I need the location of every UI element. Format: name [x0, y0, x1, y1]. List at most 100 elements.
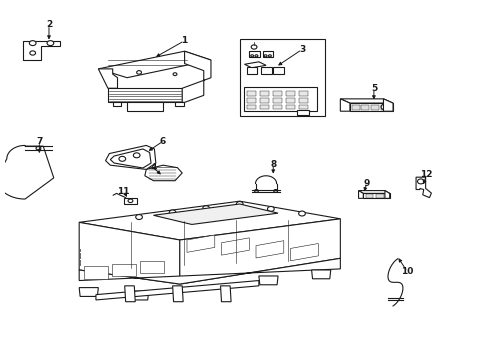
Text: 9: 9 [363, 179, 369, 188]
Polygon shape [186, 235, 214, 252]
Text: 1: 1 [181, 36, 187, 45]
Bar [262, 51, 273, 57]
Polygon shape [383, 99, 392, 111]
Bar [259, 98, 269, 103]
Bar [246, 91, 256, 96]
Polygon shape [220, 286, 231, 302]
Polygon shape [153, 204, 278, 224]
Polygon shape [23, 41, 60, 60]
Bar [285, 91, 295, 96]
Bar [175, 102, 183, 106]
Circle shape [47, 41, 54, 46]
Polygon shape [79, 258, 340, 284]
Text: 12: 12 [420, 170, 432, 179]
Text: 3: 3 [298, 45, 305, 54]
Polygon shape [110, 149, 151, 168]
Bar [298, 104, 307, 109]
Polygon shape [349, 103, 392, 111]
Polygon shape [79, 222, 180, 284]
Circle shape [264, 55, 266, 57]
Circle shape [254, 189, 258, 192]
Polygon shape [98, 51, 210, 78]
Circle shape [268, 55, 271, 57]
Polygon shape [105, 145, 156, 170]
Polygon shape [384, 190, 389, 198]
Circle shape [250, 55, 253, 57]
Bar [297, 111, 308, 116]
Circle shape [30, 51, 36, 55]
Circle shape [267, 207, 274, 211]
Text: 2: 2 [46, 20, 52, 29]
Bar [272, 104, 282, 109]
Polygon shape [243, 86, 317, 111]
Bar [259, 104, 269, 109]
Bar [272, 98, 282, 103]
Circle shape [173, 73, 177, 76]
Circle shape [169, 210, 176, 215]
Polygon shape [340, 99, 392, 103]
Polygon shape [358, 190, 389, 193]
Text: 7: 7 [36, 138, 42, 147]
Circle shape [29, 41, 36, 46]
Circle shape [251, 45, 256, 49]
Polygon shape [311, 270, 330, 279]
Polygon shape [98, 69, 117, 88]
Bar [246, 104, 256, 109]
Bar [249, 51, 259, 57]
Text: 11: 11 [117, 187, 130, 196]
Polygon shape [96, 280, 258, 300]
Polygon shape [172, 286, 183, 302]
Polygon shape [108, 88, 182, 102]
Text: 5: 5 [370, 84, 376, 93]
Polygon shape [79, 288, 98, 296]
Polygon shape [415, 177, 430, 198]
Bar [365, 194, 373, 198]
Circle shape [417, 179, 424, 184]
Bar [298, 98, 307, 103]
Bar [351, 105, 359, 110]
Polygon shape [358, 190, 363, 198]
Circle shape [236, 202, 243, 207]
Circle shape [137, 71, 141, 74]
Bar [239, 39, 325, 117]
Bar [123, 198, 137, 204]
Polygon shape [139, 261, 163, 273]
Polygon shape [244, 62, 265, 68]
Bar [376, 194, 383, 198]
Circle shape [273, 189, 277, 192]
Bar [285, 104, 295, 109]
Circle shape [380, 104, 388, 110]
Bar [272, 91, 282, 96]
Bar [246, 67, 257, 74]
Polygon shape [84, 266, 108, 279]
Circle shape [298, 211, 305, 216]
Bar [298, 91, 307, 96]
Circle shape [203, 206, 209, 211]
Bar [380, 105, 387, 110]
Polygon shape [129, 291, 148, 300]
Text: 10: 10 [401, 267, 413, 276]
Bar [246, 98, 256, 103]
Polygon shape [112, 264, 136, 276]
Polygon shape [221, 238, 249, 255]
Bar [285, 98, 295, 103]
Polygon shape [180, 219, 340, 284]
Polygon shape [124, 286, 135, 302]
Polygon shape [290, 243, 318, 261]
Circle shape [133, 153, 140, 158]
Polygon shape [0, 145, 54, 199]
Polygon shape [363, 193, 389, 198]
Polygon shape [258, 276, 278, 285]
Bar [259, 91, 269, 96]
Polygon shape [127, 102, 163, 111]
Bar [112, 102, 121, 106]
Bar [370, 105, 378, 110]
Text: 6: 6 [160, 137, 166, 146]
Text: 4: 4 [150, 163, 156, 172]
Bar [361, 105, 368, 110]
Circle shape [36, 147, 41, 150]
Circle shape [128, 199, 133, 203]
Circle shape [136, 215, 142, 220]
Bar [261, 67, 271, 74]
Polygon shape [144, 165, 182, 181]
